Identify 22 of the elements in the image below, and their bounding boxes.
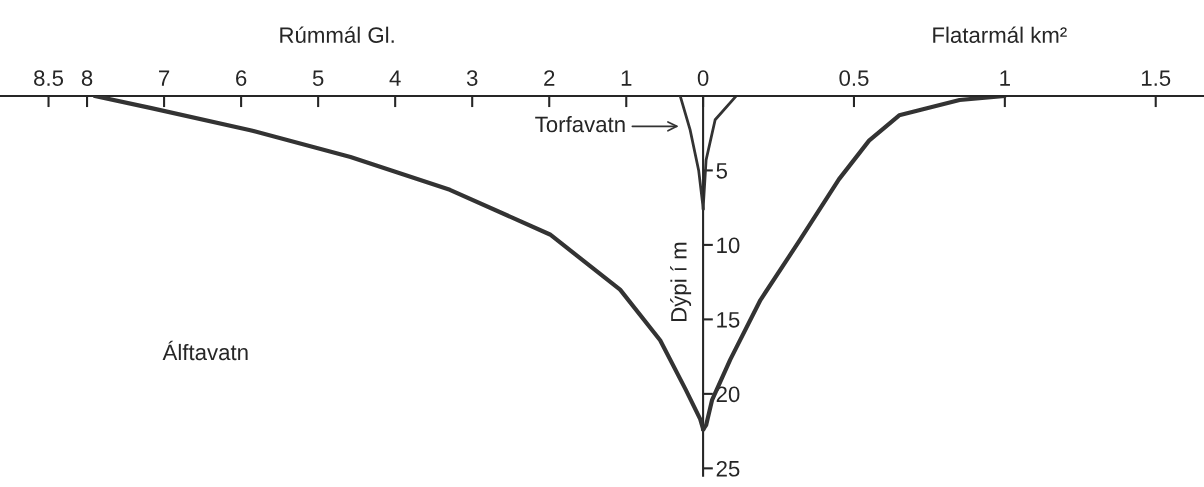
annotation: Álftavatn — [162, 340, 248, 361]
x2-tick-label: 7 — [159, 70, 170, 86]
x-tick-label: 0.5 — [839, 70, 869, 86]
y-tick-label: 15 — [717, 312, 740, 328]
x2-tick-label: 8 — [81, 70, 93, 86]
y-axis-title: Dýpi í m — [670, 242, 692, 321]
x2-tick-label: 8.5 — [34, 70, 64, 86]
y-tick-label: 5 — [716, 163, 728, 179]
y-tick-label: 20 — [716, 386, 740, 403]
annotation: Torfavatn — [535, 115, 625, 133]
x-tick-label: 1 — [1000, 70, 1010, 86]
x-axis-title: Flatarmál km² — [933, 26, 1067, 43]
x2-tick-label: 2 — [544, 70, 555, 86]
y-tick-label: 25 — [716, 460, 740, 477]
y-tick-label: 10 — [717, 237, 740, 254]
x2-tick-label: 4 — [389, 70, 401, 86]
x-tick-label: 0 — [697, 70, 709, 86]
x-tick-label: 1.5 — [1141, 70, 1171, 86]
x2-tick-label: 5 — [312, 70, 324, 86]
x2-tick-label: 3 — [466, 70, 478, 86]
x2-axis-title: Rúmmál Gl. — [280, 26, 394, 43]
x2-tick-label: 6 — [236, 70, 247, 86]
